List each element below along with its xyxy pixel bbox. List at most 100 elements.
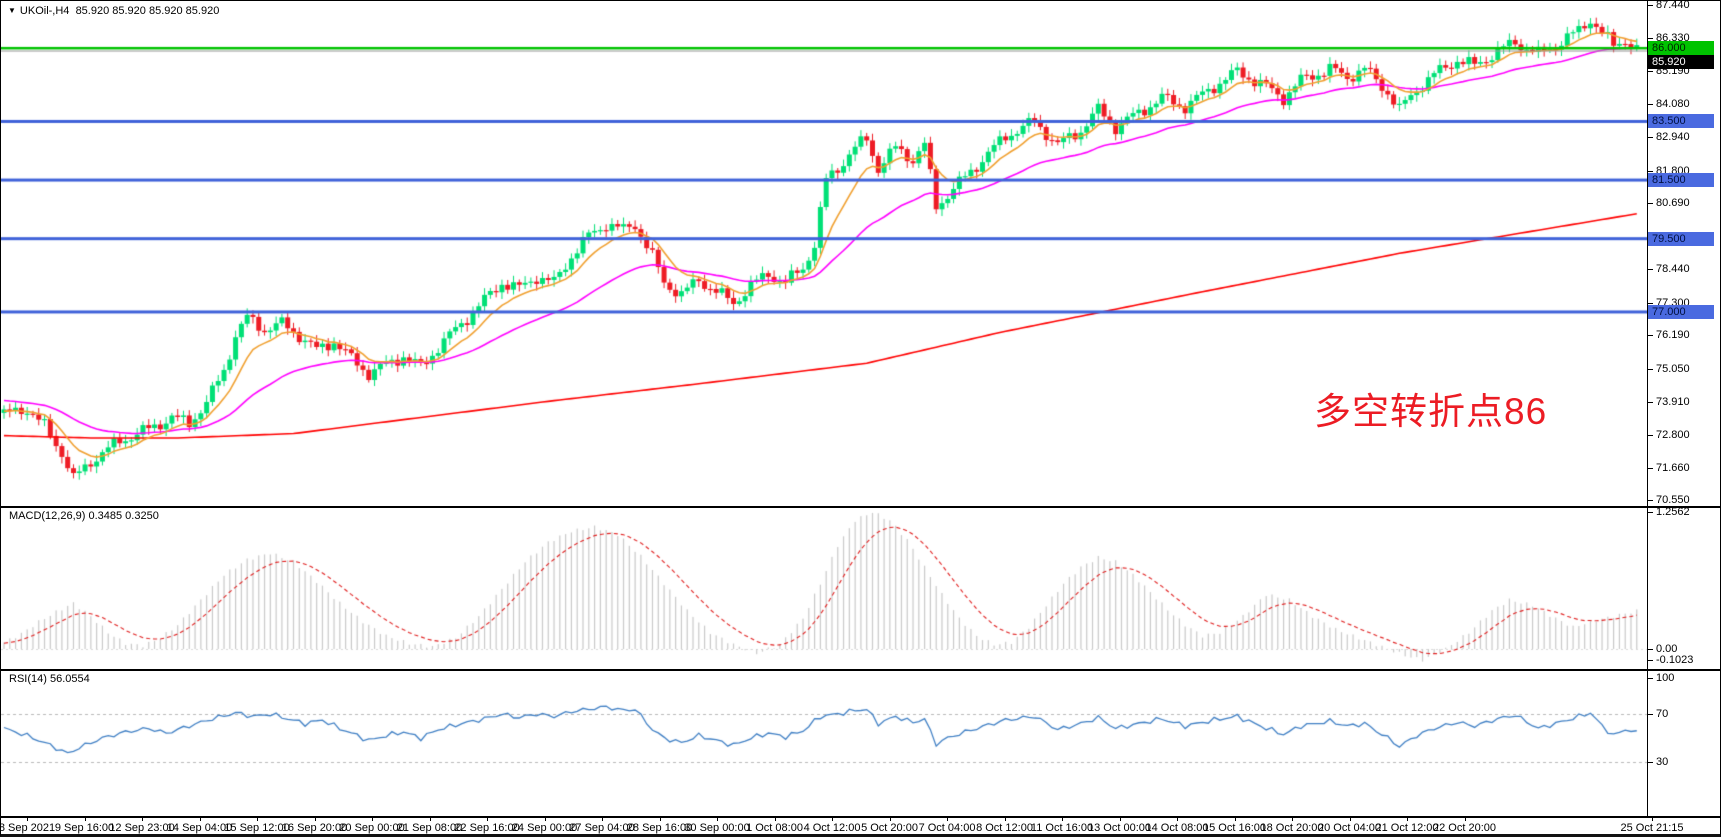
- date-label: 7 Oct 04:00: [918, 822, 976, 834]
- time-tick-mark: [1349, 818, 1351, 821]
- price-tick-label: 78.440: [1656, 263, 1690, 276]
- time-tick-mark: [544, 818, 546, 821]
- date-label: 11 Oct 16:00: [1030, 822, 1094, 834]
- time-tick-mark: [832, 818, 833, 821]
- level-price-label: 86.000: [1648, 41, 1714, 56]
- level-price-label: 79.500: [1648, 231, 1714, 246]
- axis-tick-mark: [1648, 713, 1653, 715]
- price-tick-label: 76.190: [1656, 329, 1690, 342]
- time-tick-mark: [1119, 818, 1121, 821]
- time-tick-mark: [1652, 818, 1653, 821]
- axis-tick-mark: [1648, 368, 1653, 370]
- price-tick-label: 73.910: [1656, 396, 1690, 408]
- price-chart-canvas[interactable]: [1, 1, 1647, 506]
- bid-price-label: 85.920: [1648, 55, 1714, 70]
- chart-annotation-text[interactable]: 多空转折点86: [1314, 391, 1548, 432]
- date-label: 15 Oct 16:00: [1203, 822, 1266, 834]
- axis-tick-mark: [1648, 203, 1653, 205]
- date-label: 8 Sep 2021: [0, 822, 56, 834]
- date-label: 12 Sep 23:00: [109, 822, 175, 834]
- axis-tick-mark: [1648, 5, 1653, 7]
- time-tick-mark: [199, 818, 201, 821]
- axis-tick-mark: [1648, 402, 1653, 403]
- chart-title[interactable]: ▼ UKOil-,H4 85.920 85.920 85.920 85.920: [8, 5, 219, 17]
- price-tick-label: 80.690: [1656, 197, 1690, 210]
- time-tick-mark: [257, 818, 258, 821]
- time-tick-mark: [602, 818, 603, 821]
- rsi-indicator-label: RSI(14) 56.0554: [9, 673, 90, 685]
- price-tick-label: 84.080: [1656, 97, 1690, 110]
- indicator-tick-label: 0.00: [1656, 642, 1678, 655]
- axis-tick-mark: [1648, 511, 1653, 513]
- time-tick-mark: [1292, 818, 1293, 821]
- indicator-tick-label: 100: [1656, 671, 1675, 684]
- panel-divider[interactable]: [1, 669, 1720, 671]
- indicator-tick-label: -0.1023: [1656, 653, 1694, 666]
- date-label: 22 Oct 20:00: [1433, 822, 1496, 834]
- date-label: 14 Oct 08:00: [1145, 822, 1209, 834]
- macd-panel-canvas[interactable]: [1, 506, 1647, 669]
- panel-divider[interactable]: [1, 816, 1720, 818]
- axis-tick-mark: [1648, 137, 1653, 139]
- axis-tick-mark: [1648, 38, 1653, 39]
- date-label: 21 Sep 08:00: [396, 822, 463, 834]
- time-tick-mark: [1464, 818, 1466, 821]
- time-tick-mark: [1004, 818, 1006, 821]
- time-tick-mark: [1177, 818, 1178, 821]
- time-tick-mark: [774, 818, 776, 821]
- date-label: 24 Sep 00:00: [511, 822, 578, 834]
- price-axis-border: [1647, 1, 1648, 818]
- price-tick-label: 86.330: [1656, 32, 1690, 44]
- axis-tick-mark: [1648, 170, 1653, 172]
- axis-tick-mark: [1648, 71, 1653, 73]
- date-label: 1 Oct 08:00: [746, 822, 803, 834]
- axis-tick-mark: [1648, 500, 1653, 502]
- date-label: 22 Sep 16:00: [454, 822, 520, 834]
- price-tick-label: 82.940: [1656, 131, 1690, 144]
- symbol-period-label: UKOil-,H4: [19, 5, 70, 17]
- level-price-label: 81.500: [1648, 173, 1714, 188]
- axis-tick-mark: [1648, 467, 1653, 469]
- panel-divider[interactable]: [1, 506, 1720, 508]
- axis-tick-mark: [1648, 659, 1653, 661]
- rsi-panel-canvas[interactable]: [1, 669, 1647, 816]
- date-label: 16 Sep 20:00: [281, 822, 348, 834]
- date-label: 30 Sep 00:00: [684, 822, 750, 834]
- time-tick-mark: [1234, 818, 1236, 821]
- date-label: 5 Oct 20:00: [861, 822, 918, 834]
- time-tick-mark: [889, 818, 891, 821]
- date-label: 25 Oct 21:15: [1620, 822, 1684, 834]
- price-tick-label: 72.800: [1656, 428, 1690, 441]
- price-tick-label: 75.050: [1656, 362, 1690, 375]
- indicator-tick-label: 70: [1656, 707, 1669, 720]
- date-label: 8 Oct 12:00: [976, 822, 1033, 834]
- time-tick-mark: [84, 818, 86, 821]
- date-label: 27 Sep 04:00: [569, 822, 635, 834]
- time-tick-mark: [717, 818, 718, 821]
- level-price-label: 77.000: [1648, 304, 1714, 319]
- time-axis[interactable]: 8 Sep 2021 9 Sep 16:00 12 Sep 23:00 14 Sep …: [0, 818, 1720, 834]
- price-tick-label: 87.440: [1656, 0, 1690, 12]
- axis-tick-mark: [1648, 302, 1653, 304]
- macd-indicator-label: MACD(12,26,9) 0.3485 0.3250: [9, 510, 159, 522]
- time-tick-mark: [314, 818, 316, 821]
- axis-tick-mark: [1648, 677, 1653, 679]
- time-tick-mark: [142, 818, 143, 821]
- axis-tick-mark: [1648, 103, 1653, 105]
- indicator-tick-label: 1.2562: [1656, 505, 1690, 518]
- indicator-tick-label: 30: [1656, 755, 1669, 768]
- price-tick-label: 71.660: [1656, 461, 1690, 474]
- date-label: 15 Sep 12:00: [224, 822, 290, 834]
- time-tick-mark: [1407, 818, 1408, 821]
- date-label: 21 Oct 12:00: [1375, 822, 1439, 834]
- date-label: 20 Oct 04:00: [1318, 822, 1381, 834]
- axis-tick-mark: [1648, 269, 1653, 271]
- price-tick-label: 70.550: [1656, 494, 1690, 507]
- collapse-arrow-icon[interactable]: ▼: [8, 6, 16, 15]
- ohlc-quote-values: 85.920 85.920 85.920 85.920: [75, 5, 220, 17]
- time-tick-mark: [27, 818, 28, 821]
- time-tick-mark: [659, 818, 661, 821]
- axis-tick-mark: [1648, 648, 1653, 650]
- date-label: 28 Sep 16:00: [626, 822, 693, 834]
